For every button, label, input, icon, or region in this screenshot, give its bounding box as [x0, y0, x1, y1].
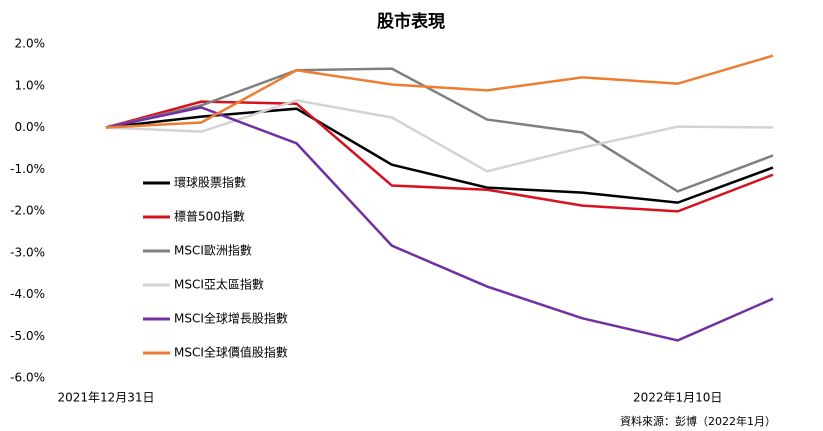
series-line [105, 99, 774, 173]
chart-title: 股市表現 [377, 11, 445, 32]
legend-label: 標普500指數 [174, 209, 245, 224]
y-tick-label: 2.0% [15, 37, 46, 51]
y-tick-label: 1.0% [15, 78, 46, 92]
series-line [105, 100, 774, 213]
source-note: 資料來源：彭博（2022年1月） [620, 414, 776, 428]
series-line [105, 106, 774, 342]
y-tick-label: 0.0% [15, 120, 46, 134]
series-line [105, 67, 774, 193]
legend-label: MSCI歐洲指數 [174, 243, 252, 258]
y-tick-label: -1.0% [10, 162, 45, 176]
series-line [105, 54, 774, 129]
y-tick-label: -4.0% [10, 287, 45, 301]
y-tick-label: -5.0% [10, 329, 45, 343]
y-tick-label: -6.0% [10, 371, 45, 385]
series-line [105, 107, 774, 204]
legend-label: MSCI全球增長股指數 [174, 311, 288, 326]
x-tick-label: 2021年12月31日 [57, 391, 154, 405]
legend-label: MSCI全球價值股指數 [174, 345, 288, 360]
x-tick-label: 2022年1月10日 [633, 391, 722, 405]
legend-label: 環球股票指數 [174, 175, 246, 190]
legend-label: MSCI亞太區指數 [174, 277, 264, 292]
y-tick-label: -2.0% [10, 204, 45, 218]
y-tick-label: -3.0% [10, 245, 45, 259]
